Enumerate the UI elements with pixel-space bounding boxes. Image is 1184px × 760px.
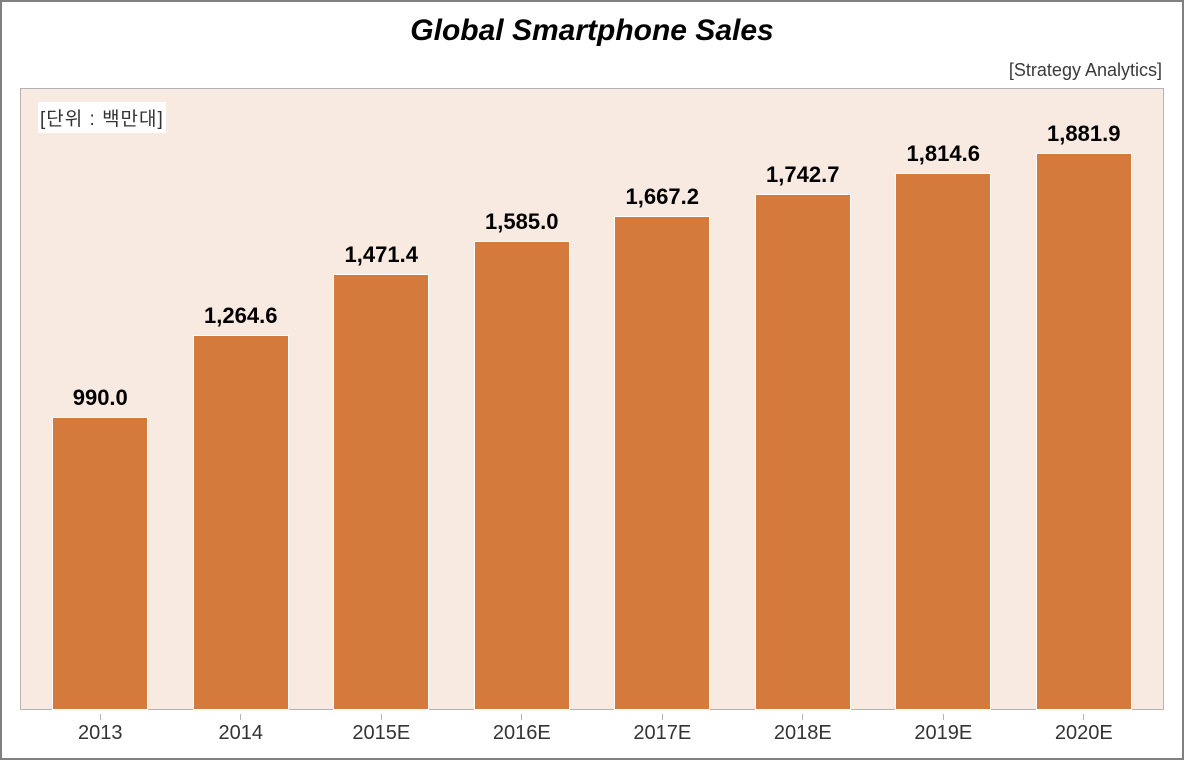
- x-tick-label: 2017E: [633, 722, 691, 745]
- x-tick-wrap: 2020E: [1014, 714, 1155, 748]
- x-tick-label: 2020E: [1055, 722, 1113, 745]
- bar-slot: 1,881.9: [1014, 88, 1155, 710]
- bar-value-label: 1,585.0: [485, 209, 558, 235]
- x-tick-wrap: 2016E: [452, 714, 593, 748]
- bar-value-label: 1,264.6: [204, 303, 277, 329]
- bar-slot: 1,471.4: [311, 88, 452, 710]
- bar-slot: 990.0: [30, 88, 171, 710]
- x-tick-wrap: 2018E: [733, 714, 874, 748]
- bars-container: 990.0 1,264.6 1,471.4 1,585.0 1,667.2 1,742.7…: [20, 88, 1164, 710]
- x-tick-wrap: 2013: [30, 714, 171, 748]
- bar-slot: 1,585.0: [452, 88, 593, 710]
- x-tick-mark: [381, 714, 382, 720]
- plot-area: [단위 : 백만대] 990.01,264.61,471.41,585.01,6…: [20, 88, 1164, 710]
- x-tick-label: 2015E: [352, 722, 410, 745]
- x-tick-wrap: 2014: [171, 714, 312, 748]
- bar-value-label: 1,742.7: [766, 162, 839, 188]
- x-tick-wrap: 2017E: [592, 714, 733, 748]
- chart-frame: Global Smartphone Sales [Strategy Analyt…: [0, 0, 1184, 760]
- x-tick-wrap: 2019E: [873, 714, 1014, 748]
- x-tick-mark: [802, 714, 803, 720]
- bar: [614, 216, 710, 710]
- bar-value-label: 1,667.2: [626, 184, 699, 210]
- x-tick-label: 2018E: [774, 722, 832, 745]
- chart-title: Global Smartphone Sales: [2, 2, 1182, 56]
- bar-slot: 1,264.6: [171, 88, 312, 710]
- bar-value-label: 990.0: [73, 385, 128, 411]
- x-tick-mark: [521, 714, 522, 720]
- source-label: [Strategy Analytics]: [1009, 60, 1162, 81]
- bar-value-label: 1,881.9: [1047, 121, 1120, 147]
- bar-value-label: 1,814.6: [907, 141, 980, 167]
- x-tick-mark: [662, 714, 663, 720]
- x-tick-label: 2019E: [914, 722, 972, 745]
- bar: [52, 417, 148, 710]
- x-tick-mark: [943, 714, 944, 720]
- bar-slot: 1,667.2: [592, 88, 733, 710]
- x-tick-label: 2016E: [493, 722, 551, 745]
- bar: [1036, 153, 1132, 710]
- bar: [755, 194, 851, 710]
- x-tick-label: 2013: [78, 722, 123, 745]
- bar-slot: 1,742.7: [733, 88, 874, 710]
- bar-slot: 1,814.6: [873, 88, 1014, 710]
- bar: [895, 173, 991, 710]
- bar: [193, 335, 289, 710]
- bar: [474, 241, 570, 710]
- x-tick-mark: [1083, 714, 1084, 720]
- x-tick-mark: [240, 714, 241, 720]
- x-axis: 2013 2014 2015E 2016E 2017E 2018E 2019E 2020E: [20, 714, 1164, 748]
- x-tick-mark: [100, 714, 101, 720]
- bar: [333, 274, 429, 710]
- x-tick-wrap: 2015E: [311, 714, 452, 748]
- x-tick-label: 2014: [219, 722, 264, 745]
- bar-value-label: 1,471.4: [345, 242, 418, 268]
